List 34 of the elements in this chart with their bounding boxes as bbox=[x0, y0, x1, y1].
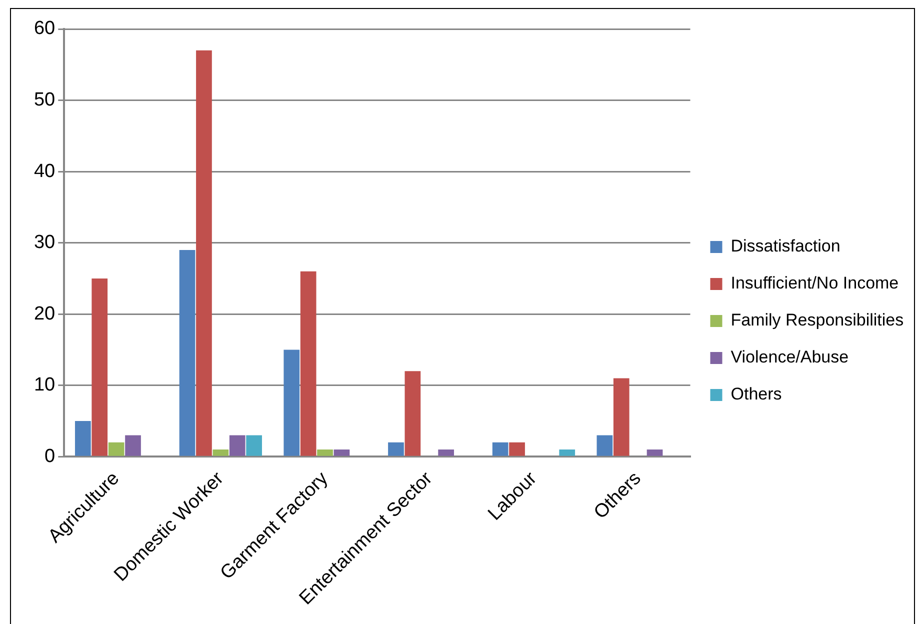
bar bbox=[646, 450, 663, 456]
y-tick-label: 20 bbox=[34, 303, 56, 324]
bar bbox=[196, 50, 212, 456]
bar bbox=[125, 435, 141, 456]
y-tick-label: 10 bbox=[34, 374, 56, 396]
bar bbox=[229, 435, 246, 456]
bar bbox=[509, 442, 525, 456]
bar bbox=[179, 250, 196, 456]
bar bbox=[317, 450, 333, 456]
bar bbox=[388, 442, 404, 456]
y-tick-label: 40 bbox=[34, 160, 56, 182]
bar bbox=[438, 450, 454, 456]
bar bbox=[300, 271, 316, 456]
bar bbox=[334, 450, 350, 456]
bar bbox=[284, 350, 300, 456]
y-tick-label: 0 bbox=[44, 446, 56, 467]
bar bbox=[559, 450, 576, 456]
bar bbox=[492, 442, 508, 456]
bar bbox=[246, 435, 262, 456]
bar bbox=[613, 378, 630, 456]
legend-label: Violence/Abuse bbox=[730, 348, 849, 367]
bar bbox=[74, 421, 91, 456]
legend-label: Others bbox=[730, 384, 782, 404]
y-tick-label: 30 bbox=[34, 232, 56, 254]
bar bbox=[212, 450, 229, 456]
legend-label: Family Responsibilities bbox=[730, 310, 904, 330]
bar bbox=[108, 442, 124, 456]
y-tick-label: 60 bbox=[34, 18, 56, 40]
legend-label: Dissatisfaction bbox=[730, 236, 840, 256]
legend-label: Insufficient/No Income bbox=[730, 274, 899, 293]
y-tick-label: 50 bbox=[34, 90, 56, 111]
bar bbox=[596, 435, 613, 456]
bar bbox=[404, 371, 421, 456]
bar bbox=[92, 278, 108, 456]
